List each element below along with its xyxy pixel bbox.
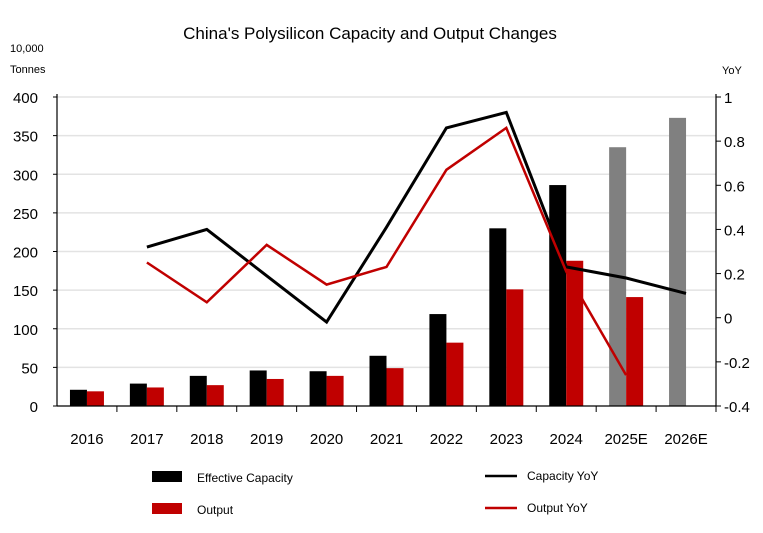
bar-capacity-2017 xyxy=(129,383,147,406)
bar-capacity-2024 xyxy=(549,185,567,406)
bar-capacity-2016 xyxy=(69,389,87,406)
right-tick-label: 0.6 xyxy=(724,178,745,195)
left-tick-label: 50 xyxy=(21,360,38,377)
bar-output-2020 xyxy=(326,375,344,406)
legend-swatch-capacity xyxy=(152,471,182,482)
left-tick-label: 300 xyxy=(13,167,38,184)
right-tick-label: 0 xyxy=(724,311,732,328)
right-tick-label: 0.4 xyxy=(724,222,745,239)
legend-label-capacity: Effective Capacity xyxy=(197,471,293,485)
left-tick-label: 350 xyxy=(13,129,38,146)
left-tick-label: 250 xyxy=(13,206,38,223)
legend: Effective Capacity Output Capacity YoY O… xyxy=(152,469,598,517)
right-tick-label: -0.2 xyxy=(724,355,750,372)
left-axis-unit-line1: 10,000 xyxy=(10,43,44,55)
left-tick-label: 150 xyxy=(13,283,38,300)
right-tick-label: 0.8 xyxy=(724,134,745,151)
left-tick-label: 200 xyxy=(13,245,38,262)
x-tick-label: 2016 xyxy=(70,431,103,448)
right-tick-label: 1 xyxy=(724,90,732,107)
bar-output-2022 xyxy=(446,342,464,406)
bar-output-2025E xyxy=(626,297,644,406)
legend-label-output-yoy: Output YoY xyxy=(527,501,588,515)
left-tick-label: 0 xyxy=(30,399,38,416)
right-axis-label: YoY xyxy=(722,65,742,77)
bar-output-2024 xyxy=(566,260,584,406)
left-axis-unit-line2: Tonnes xyxy=(10,64,46,76)
bar-output-2023 xyxy=(506,289,524,406)
line-output-yoy xyxy=(146,125,628,376)
bar-capacity-2023 xyxy=(489,228,507,406)
bar-output-2019 xyxy=(266,378,284,406)
bar-capacity-2019 xyxy=(249,370,267,406)
x-tick-label: 2025E xyxy=(604,431,647,448)
x-tick-label: 2022 xyxy=(430,431,463,448)
bar-capacity-2021 xyxy=(369,355,387,406)
bar-output-2017 xyxy=(146,387,164,406)
chart-title: China's Polysilicon Capacity and Output … xyxy=(183,24,557,43)
bar-output-2018 xyxy=(206,385,224,406)
x-tick-label: 2023 xyxy=(490,431,523,448)
bar-capacity-2022 xyxy=(429,314,447,406)
right-tick-label: 0.2 xyxy=(724,267,745,284)
x-tick-label: 2018 xyxy=(190,431,223,448)
left-tick-label: 100 xyxy=(13,322,38,339)
bar-capacity-2020 xyxy=(309,371,327,406)
right-tick-label: -0.4 xyxy=(724,399,750,416)
bar-capacity-2026E xyxy=(669,117,687,407)
x-tick-label: 2019 xyxy=(250,431,283,448)
x-tick-label: 2026E xyxy=(664,431,707,448)
legend-swatch-output xyxy=(152,503,182,514)
legend-label-output: Output xyxy=(197,503,234,517)
legend-label-capacity-yoy: Capacity YoY xyxy=(527,469,598,483)
x-tick-label: 2017 xyxy=(130,431,163,448)
line-capacity-yoy xyxy=(146,110,687,325)
bar-capacity-2018 xyxy=(189,375,207,406)
bar-output-2016 xyxy=(86,391,104,406)
x-tick-label: 2024 xyxy=(550,431,583,448)
x-tick-label: 2021 xyxy=(370,431,403,448)
bar-output-2021 xyxy=(386,368,404,406)
x-tick-label: 2020 xyxy=(310,431,343,448)
left-tick-label: 400 xyxy=(13,90,38,107)
